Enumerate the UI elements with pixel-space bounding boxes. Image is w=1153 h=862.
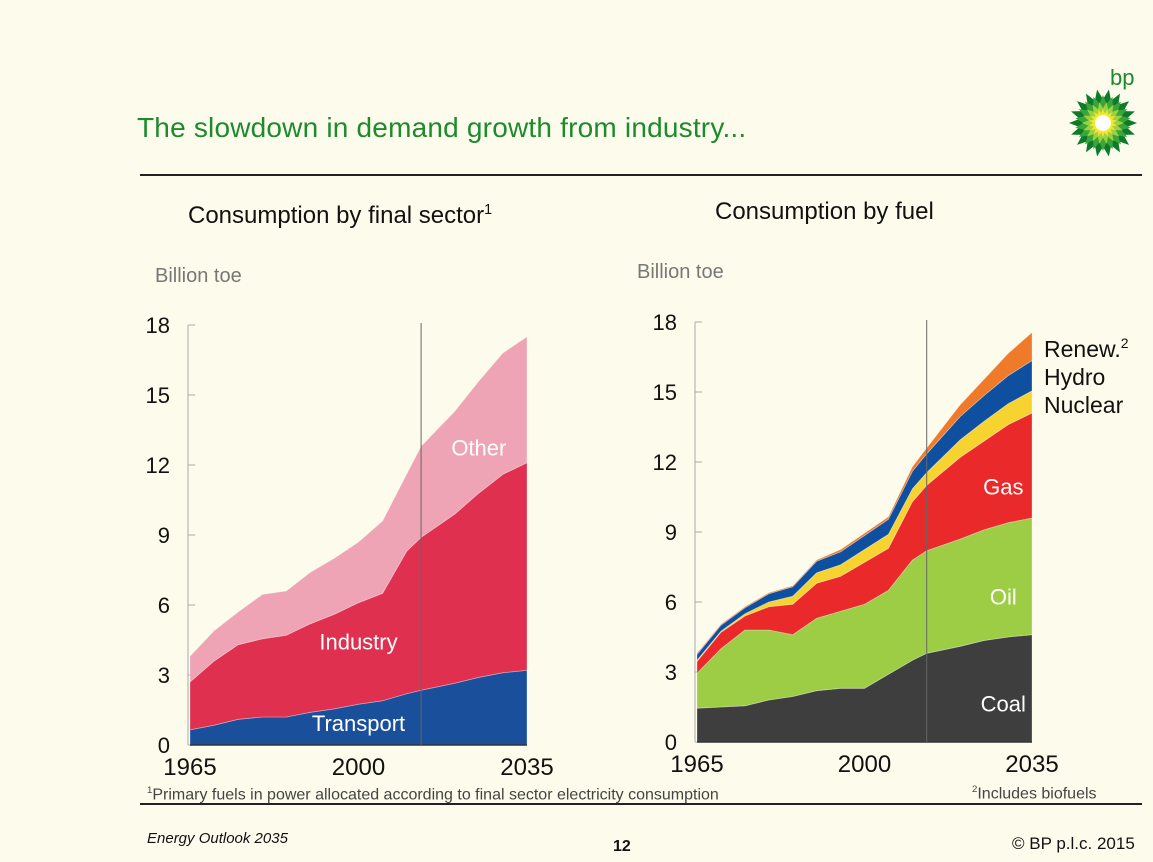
- y-tick-label: 18: [653, 310, 677, 335]
- legend-label-nuclear: Nuclear: [1044, 392, 1124, 418]
- y-tick-label: 15: [653, 380, 677, 405]
- footer-publication: Energy Outlook 2035: [147, 830, 288, 847]
- title-divider: [140, 174, 1142, 176]
- x-tick-label: 1965: [163, 754, 216, 781]
- series-label-gas: Gas: [983, 475, 1023, 500]
- area-gas: [696, 412, 1033, 675]
- footnote-1: 1Primary fuels in power allocated accord…: [147, 785, 719, 804]
- bp-wordmark: bp: [1110, 65, 1135, 90]
- y-tick-label: 3: [665, 660, 677, 685]
- y-axis-unit-sector: Billion toe: [155, 265, 242, 287]
- y-tick-label: 3: [158, 663, 170, 688]
- y-tick-label: 9: [158, 523, 170, 548]
- legend-label-hydro: Hydro: [1044, 364, 1105, 390]
- y-tick-label: 0: [665, 730, 677, 755]
- y-tick-label: 12: [653, 450, 677, 475]
- footer-page-number: 12: [613, 838, 631, 855]
- y-tick-label: 0: [158, 733, 170, 758]
- area-renew: [696, 331, 1033, 656]
- bp-helios-icon: [1069, 89, 1137, 157]
- x-tick-label: 1965: [670, 751, 723, 778]
- series-label-industry: Industry: [319, 629, 397, 654]
- legend-label-renew: Renew.2: [1044, 335, 1129, 362]
- x-tick-label: 2035: [500, 754, 553, 781]
- area-industry: [189, 462, 528, 731]
- footer-copyright: © BP p.l.c. 2015: [1012, 834, 1135, 853]
- y-axis-unit-fuel: Billion toe: [637, 261, 724, 283]
- series-label-coal: Coal: [981, 692, 1026, 717]
- area-other: [189, 335, 528, 683]
- chart-consumption-by-sector: 0 3 6 9 12 15 18 1965 2000 2035 Transport Industry O…: [146, 313, 554, 781]
- legend-footnote-marker: 2: [1121, 335, 1129, 351]
- y-tick-label: 9: [665, 520, 677, 545]
- area-hydro: [696, 359, 1033, 661]
- chart-title-fuel: Consumption by fuel: [715, 198, 934, 225]
- chart-title-sector: Consumption by final sector1: [188, 202, 493, 229]
- chart-consumption-by-fuel: 0 3 6 9 12 15 18 1965 2000 2035 Coal Oil Gas Renew.2H…: [653, 310, 1129, 778]
- footnote-2: 2Includes biofuels: [972, 784, 1097, 803]
- x-tick-label: 2000: [838, 751, 891, 778]
- y-tick-label: 6: [665, 590, 677, 615]
- series-label-other: Other: [451, 436, 506, 461]
- y-tick-label: 6: [158, 593, 170, 618]
- series-label-transport: Transport: [312, 711, 405, 736]
- area-oil: [696, 517, 1033, 709]
- y-tick-label: 18: [146, 313, 170, 338]
- footnote-divider: [140, 803, 1142, 805]
- x-tick-label: 2035: [1005, 751, 1058, 778]
- slide-title: The slowdown in demand growth from indus…: [137, 112, 747, 143]
- helios-center: [1095, 115, 1111, 131]
- x-tick-label: 2000: [332, 754, 385, 781]
- series-label-oil: Oil: [990, 584, 1017, 609]
- y-tick-label: 15: [146, 383, 170, 408]
- y-tick-label: 12: [146, 453, 170, 478]
